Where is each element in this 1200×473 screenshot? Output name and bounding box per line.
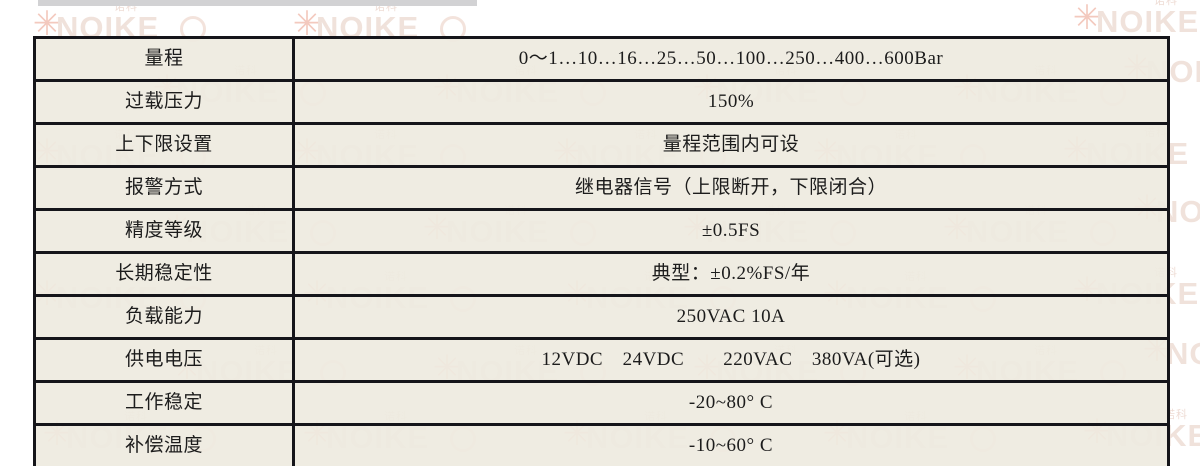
top-edge-artifact-bar <box>38 0 477 6</box>
spec-label-cell: 供电电压 <box>33 337 292 380</box>
specification-table-container: 量程 0〜1…10…16…25…50…100…250…400…600Bar 过载压力… <box>33 36 1170 466</box>
watermark-star-icon: ✳ <box>1072 0 1102 37</box>
spec-row: 量程 0〜1…10…16…25…50…100…250…400…600Bar <box>33 36 1170 79</box>
spec-label-cell: 补偿温度 <box>33 423 292 466</box>
spec-row: 补偿温度 -10~60° C <box>33 423 1170 466</box>
spec-value-cell: -20~80° C <box>292 380 1170 423</box>
spec-label-text: 过载压力 <box>124 90 203 112</box>
spec-value-text: 250VAC 10A <box>676 305 786 327</box>
spec-row: 工作稳定 -20~80° C <box>33 380 1170 423</box>
spec-label-text: 工作稳定 <box>124 391 203 413</box>
spec-label-cell: 工作稳定 <box>33 380 292 423</box>
spec-row: 长期稳定性 典型：±0.2%FS/年 <box>33 251 1170 294</box>
spec-value-text: 量程范围内可设 <box>662 133 800 155</box>
spec-label-cell: 报警方式 <box>33 165 292 208</box>
spec-value-text: 0〜1…10…16…25…50…100…250…400…600Bar <box>518 47 944 69</box>
spec-value-text: -20~80° C <box>688 391 774 413</box>
spec-value-cell: ±0.5FS <box>292 208 1170 251</box>
spec-value-text: -10~60° C <box>688 434 774 456</box>
spec-value-cell: 继电器信号（上限断开，下限闭合） <box>292 165 1170 208</box>
spec-label-cell: 上下限设置 <box>33 122 292 165</box>
spec-label-cell: 量程 <box>33 36 292 79</box>
spec-value-cell: 12VDC 24VDC 220VAC 380VA(可选) <box>292 337 1170 380</box>
spec-value-cell: -10~60° C <box>292 423 1170 466</box>
spec-value-text: 继电器信号（上限断开，下限闭合） <box>574 176 887 198</box>
watermark-brand-text: NOIKE <box>1096 4 1200 39</box>
spec-value-text: 12VDC 24VDC 220VAC 380VA(可选) <box>541 348 921 370</box>
spec-label-text: 供电电压 <box>124 348 203 370</box>
spec-value-cell: 150% <box>292 79 1170 122</box>
spec-row: 供电电压 12VDC 24VDC 220VAC 380VA(可选) <box>33 337 1170 380</box>
spec-label-text: 量程 <box>144 47 184 69</box>
spec-value-cell: 250VAC 10A <box>292 294 1170 337</box>
spec-value-text: 典型：±0.2%FS/年 <box>651 262 811 284</box>
spec-label-text: 上下限设置 <box>115 133 213 155</box>
watermark-brand-text: NOIKE <box>1166 336 1200 371</box>
spec-value-cell: 0〜1…10…16…25…50…100…250…400…600Bar <box>292 36 1170 79</box>
spec-label-cell: 长期稳定性 <box>33 251 292 294</box>
spec-label-text: 精度等级 <box>124 219 203 241</box>
spec-row: 精度等级 ±0.5FS <box>33 208 1170 251</box>
spec-label-text: 报警方式 <box>124 176 203 198</box>
spec-value-cell: 量程范围内可设 <box>292 122 1170 165</box>
specification-table: 量程 0〜1…10…16…25…50…100…250…400…600Bar 过载压力… <box>33 36 1170 466</box>
watermark-cn-text: 诺科 <box>1154 0 1178 7</box>
spec-label-cell: 过载压力 <box>33 79 292 122</box>
spec-value-cell: 典型：±0.2%FS/年 <box>292 251 1170 294</box>
spec-label-text: 负载能力 <box>124 305 203 327</box>
spec-row: 上下限设置 量程范围内可设 <box>33 122 1170 165</box>
spec-label-text: 补偿温度 <box>124 434 203 456</box>
spec-row: 负载能力 250VAC 10A <box>33 294 1170 337</box>
spec-row: 过载压力 150% <box>33 79 1170 122</box>
spec-label-text: 长期稳定性 <box>115 262 213 284</box>
spec-row: 报警方式 继电器信号（上限断开，下限闭合） <box>33 165 1170 208</box>
spec-label-cell: 负载能力 <box>33 294 292 337</box>
spec-value-text: ±0.5FS <box>701 219 761 241</box>
spec-value-text: 150% <box>707 90 755 112</box>
specification-table-body: 量程 0〜1…10…16…25…50…100…250…400…600Bar 过载压力… <box>33 36 1170 466</box>
spec-label-cell: 精度等级 <box>33 208 292 251</box>
